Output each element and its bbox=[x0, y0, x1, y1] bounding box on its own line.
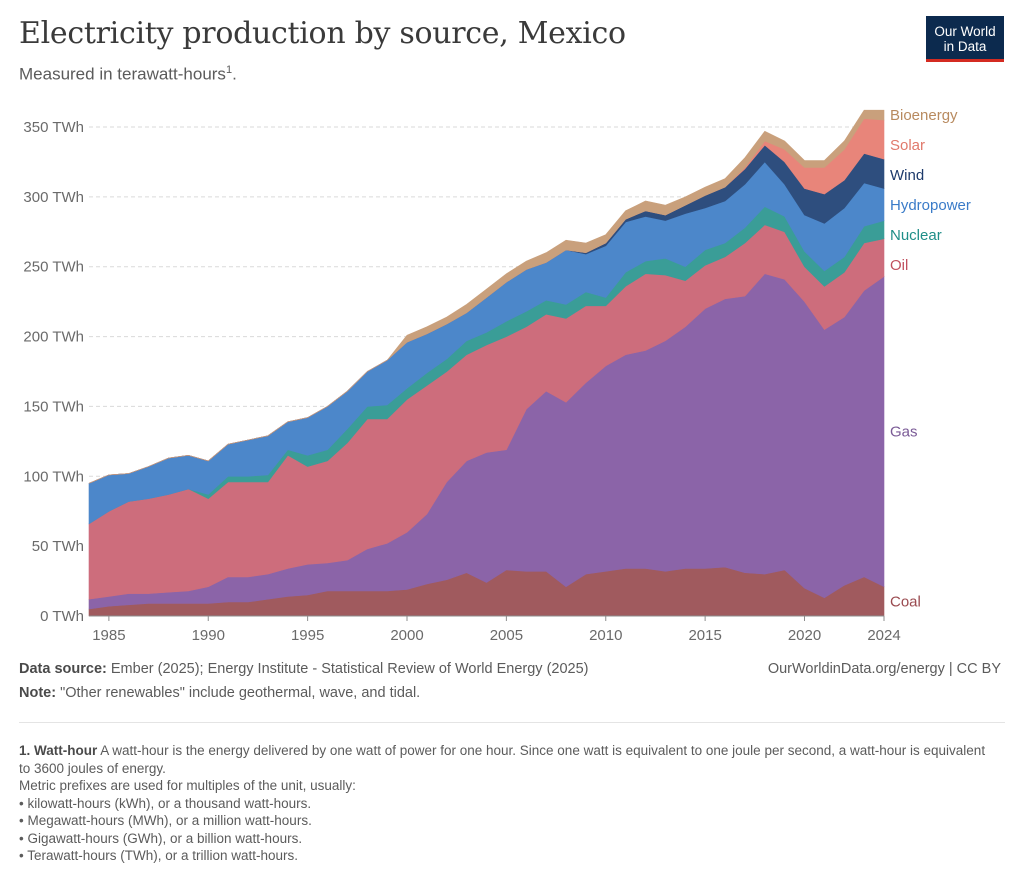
footnote-term: Watt-hour bbox=[34, 743, 98, 758]
prefix-item: kilowatt-hours (kWh), or a thousand watt… bbox=[19, 795, 999, 813]
logo-line-2: in Data bbox=[943, 39, 987, 54]
y-tick-label: 50 TWh bbox=[32, 538, 84, 555]
data-source-link[interactable]: Ember (2025); Energy Institute - Statist… bbox=[110, 661, 589, 677]
prefix-item: Terawatt-hours (TWh), or a trillion watt… bbox=[19, 847, 999, 865]
attribution-link[interactable]: OurWorldinData.org/energy | CC BY bbox=[767, 661, 1001, 677]
y-tick-label: 250 TWh bbox=[23, 259, 84, 276]
series-label-hydropower[interactable]: Hydropower bbox=[890, 197, 971, 214]
x-tick-label: 2010 bbox=[589, 627, 622, 644]
chart-subtitle: Measured in terawatt-hours1. bbox=[19, 64, 237, 84]
data-source-label: Data source: bbox=[19, 661, 107, 677]
logo-line-1: Our World bbox=[934, 24, 996, 39]
series-label-solar[interactable]: Solar bbox=[890, 137, 925, 154]
series-label-nuclear[interactable]: Nuclear bbox=[890, 227, 942, 244]
x-axis: 1985 1990 1995 2000 2005 2010 2015 2020 2024 bbox=[89, 615, 901, 644]
area-bioenergy[interactable] bbox=[88, 109, 885, 484]
series-label-gas[interactable]: Gas bbox=[890, 424, 918, 441]
note-line: Note: "Other renewables" include geother… bbox=[19, 685, 420, 701]
x-tick-label: 2005 bbox=[490, 627, 523, 644]
footnote-prefix-intro: Metric prefixes are used for multiples o… bbox=[19, 778, 356, 793]
series-label-bioenergy[interactable]: Bioenergy bbox=[890, 107, 958, 124]
prefix-item: Megawatt-hours (MWh), or a million watt-… bbox=[19, 812, 999, 830]
x-tick-label: 1995 bbox=[291, 627, 324, 644]
y-tick-label: 300 TWh bbox=[23, 189, 84, 206]
footer-divider bbox=[19, 722, 1005, 723]
series-label-wind[interactable]: Wind bbox=[890, 167, 924, 184]
x-tick-label: 2000 bbox=[390, 627, 423, 644]
series-label-coal[interactable]: Coal bbox=[890, 593, 921, 610]
data-source-line: Data source: Ember (2025); Energy Instit… bbox=[19, 661, 589, 677]
series-labels: Bioenergy Solar Wind Hydropower Nuclear Oil Ga… bbox=[890, 107, 971, 610]
y-tick-label: 0 TWh bbox=[40, 608, 84, 625]
logo-accent-bar bbox=[926, 59, 1004, 62]
x-tick-label: 2015 bbox=[688, 627, 721, 644]
chart-title: Electricity production by source, Mexico bbox=[19, 16, 626, 51]
footnote-text: A watt-hour is the energy delivered by o… bbox=[19, 743, 986, 776]
y-tick-label: 100 TWh bbox=[23, 468, 84, 485]
stacked-area-chart[interactable]: 0 TWh 50 TWh 100 TWh 150 TWh 200 TWh 250 TWh 3… bbox=[0, 100, 1024, 650]
footnote-marker[interactable]: 1 bbox=[225, 64, 233, 76]
footnote-definition: 1. Watt-hour A watt-hour is the energy d… bbox=[19, 742, 999, 777]
x-tick-label: 1990 bbox=[192, 627, 225, 644]
owid-logo[interactable]: Our World in Data bbox=[926, 16, 1004, 62]
x-tick-label: 2020 bbox=[788, 627, 821, 644]
area-series[interactable] bbox=[88, 109, 885, 617]
prefix-list: kilowatt-hours (kWh), or a thousand watt… bbox=[19, 795, 999, 865]
note-label: Note: bbox=[19, 685, 57, 701]
prefix-item: Gigawatt-hours (GWh), or a billion watt-… bbox=[19, 830, 999, 848]
series-label-oil[interactable]: Oil bbox=[890, 257, 908, 274]
footnote-number: 1. bbox=[19, 743, 31, 758]
footnote-section: 1. Watt-hour A watt-hour is the energy d… bbox=[19, 742, 999, 865]
x-tick-label: 1985 bbox=[92, 627, 125, 644]
y-axis: 0 TWh 50 TWh 100 TWh 150 TWh 200 TWh 250 TWh 3… bbox=[23, 119, 84, 625]
subtitle-text: Measured in terawatt-hours bbox=[19, 64, 226, 84]
y-tick-label: 150 TWh bbox=[23, 398, 84, 415]
y-tick-label: 350 TWh bbox=[23, 119, 84, 136]
note-text: "Other renewables" include geothermal, w… bbox=[60, 685, 421, 701]
x-tick-label: 2024 bbox=[867, 627, 900, 644]
y-tick-label: 200 TWh bbox=[23, 329, 84, 346]
